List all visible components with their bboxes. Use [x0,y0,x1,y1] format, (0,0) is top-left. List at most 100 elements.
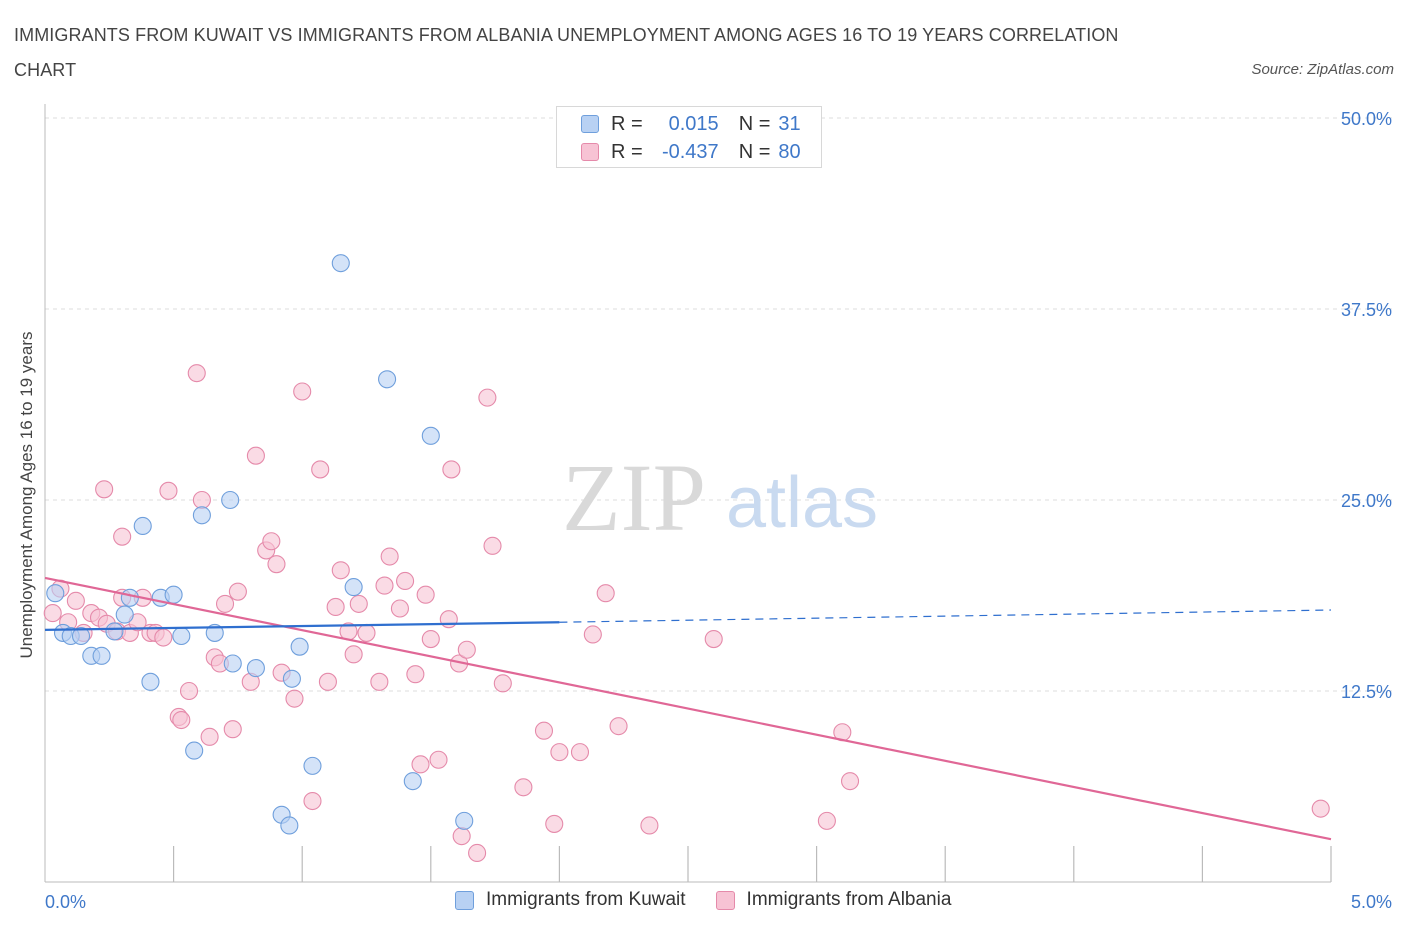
albania-point [375,576,394,595]
trend-lines [44,576,1332,841]
albania-point [215,594,235,613]
legend-row-albania: R = -0.437 N = 80 [581,140,801,164]
kuwait-point [223,654,242,673]
kuwait-n-value: 31 [778,112,801,135]
kuwait-point [71,626,91,646]
albania-point [200,727,219,746]
albania-point [159,481,178,500]
series-legend: Immigrants from Kuwait Immigrants from A… [455,889,981,911]
albania-point [545,814,564,833]
kuwait-point [378,370,397,389]
albania-r-label: R = [611,140,643,163]
albania-point [192,490,211,510]
legend-item-kuwait: Immigrants from Kuwait [455,889,686,911]
kuwait-point [141,672,160,691]
albania-point [457,640,476,659]
tick-labels: 12.5% 25.0% 37.5% 50.0% 0.0% 5.0% [45,109,1392,912]
albania-point [483,536,502,555]
albania-legend-swatch [715,890,735,910]
albania-point [704,629,723,649]
albania-point [331,561,350,580]
albania-point [303,791,322,811]
albania-point [349,594,368,613]
kuwait-point [331,254,350,273]
albania-swatch [581,143,599,161]
albania-point [596,584,615,603]
albania-point [534,721,554,740]
albania-point [583,625,602,644]
kuwait-point [92,646,111,665]
watermark-atlas: atlas [726,463,878,543]
albania-trend-line [44,576,1332,841]
albania-point [442,460,461,479]
albania-n-value: 80 [778,140,801,163]
kuwait-point [221,490,240,510]
axes [44,104,1332,883]
legend-row-kuwait: R = 0.015 N = 31 [581,112,801,136]
albania-point [439,610,458,629]
kuwait-point [421,426,440,445]
albania-point [396,571,415,591]
albania-point [267,555,286,574]
x-tick-label: 0.0% [45,892,86,912]
y-tick-label: 37.5% [1341,300,1392,320]
albania-point [416,585,435,604]
albania-point [66,591,85,610]
y-tick-label: 12.5% [1341,682,1392,702]
kuwait-trend-line [44,621,560,631]
legend-item-albania: Immigrants from Albania [715,889,952,911]
watermark: ZIP atlas [562,444,878,551]
albania-point [344,645,363,664]
albania-point [478,388,497,407]
albania-point [95,480,114,499]
kuwait-point [172,626,191,646]
albania-point [429,750,448,769]
albania-point [285,689,304,708]
kuwait-point [46,584,65,603]
albania-point [179,681,199,701]
albania-point [609,717,628,736]
albania-point [514,778,533,797]
albania-point [421,629,440,649]
albania-point [370,672,389,691]
albania-point [172,710,191,730]
kuwait-point [344,578,363,597]
albania-point [154,628,173,647]
albania-point [228,582,247,601]
kuwait-legend-swatch [455,890,474,910]
albania-point [840,772,860,791]
kuwait-point [120,588,139,607]
kuwait-r-label: R = [611,112,643,135]
albania-point [187,364,206,383]
albania-n-label: N = [738,140,771,163]
albania-legend-label: Immigrants from Albania [746,889,952,910]
albania-points [43,364,1330,863]
albania-point [357,623,376,642]
albania-point [550,743,569,762]
chart-title: IMMIGRANTS FROM KUWAIT VS IMMIGRANTS FRO… [14,25,1119,80]
albania-point [390,599,409,618]
albania-point [113,527,132,546]
kuwait-point [192,506,211,525]
albania-point [326,597,345,617]
albania-point [406,665,425,684]
kuwait-point [105,622,124,641]
kuwait-point [185,741,204,760]
y-tick-label: 25.0% [1341,491,1392,511]
kuwait-trend-extension [559,609,1332,623]
watermark-zip: ZIP [562,444,706,551]
albania-point [380,547,399,566]
x-tick-label: 5.0% [1351,892,1392,912]
kuwait-point [164,585,183,604]
albania-point [318,672,337,691]
stats-legend: R = 0.015 N = 31 R = -0.437 N = 80 [556,106,822,168]
kuwait-point [133,516,152,536]
albania-point [223,720,242,739]
albania-r-value: -0.437 [661,140,719,163]
albania-point [43,604,62,623]
albania-point [468,843,487,863]
kuwait-swatch [581,115,599,133]
kuwait-point [115,605,134,624]
kuwait-point [282,669,301,688]
